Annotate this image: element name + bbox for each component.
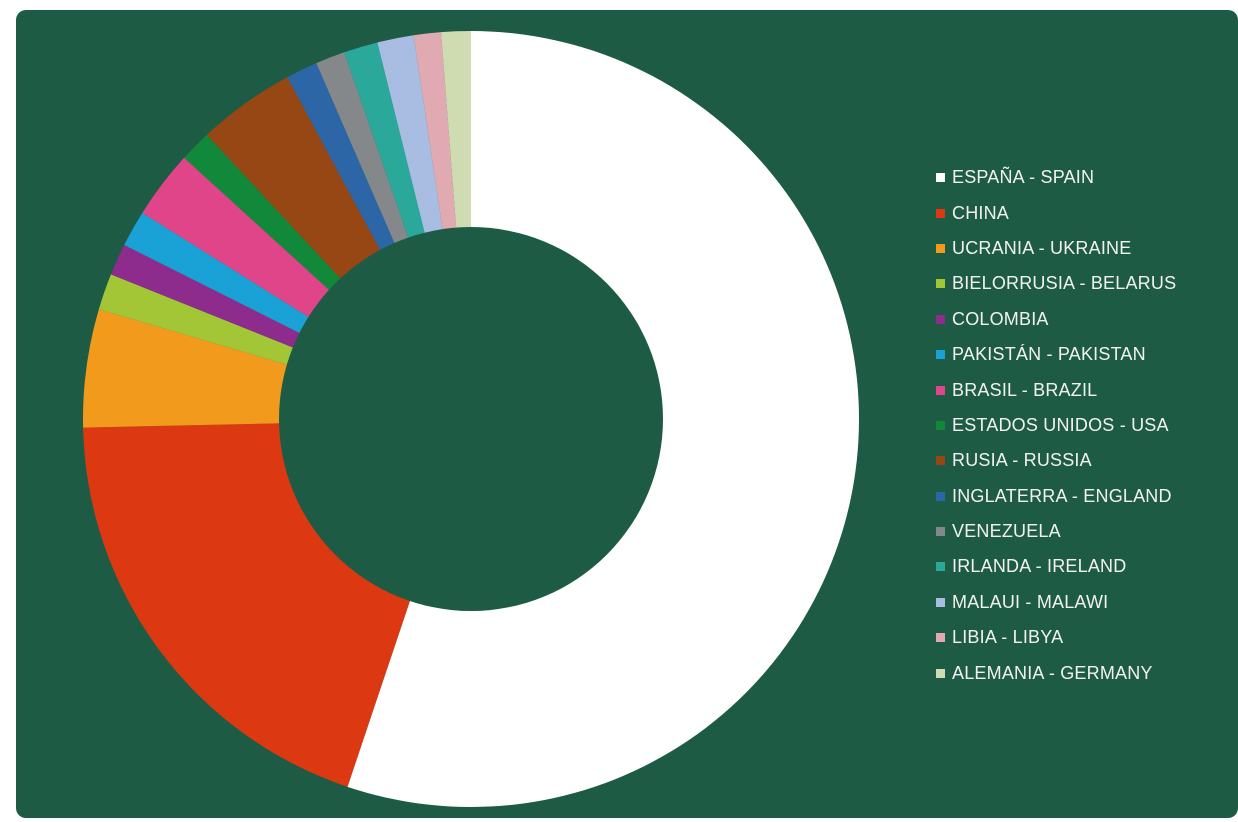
legend-item: CHINA xyxy=(936,195,1176,230)
donut-hole xyxy=(279,227,663,611)
legend: ESPAÑA - SPAIN CHINA UCRANIA - UKRAINE BIEL… xyxy=(936,160,1176,691)
legend-label: ESPAÑA - SPAIN xyxy=(952,167,1095,188)
legend-item: INGLATERRA - ENGLAND xyxy=(936,479,1176,514)
chart-panel: ESPAÑA - SPAIN CHINA UCRANIA - UKRAINE BIEL… xyxy=(16,10,1238,818)
legend-label: RUSIA - RUSSIA xyxy=(952,450,1092,471)
legend-item: MALAUI - MALAWI xyxy=(936,585,1176,620)
legend-label: PAKISTÁN - PAKISTAN xyxy=(952,344,1146,365)
legend-swatch xyxy=(936,668,945,678)
legend-label: IRLANDA - IRELAND xyxy=(952,556,1127,577)
legend-item: COLOMBIA xyxy=(936,302,1176,337)
legend-item: ALEMANIA - GERMANY xyxy=(936,655,1176,690)
legend-label: CHINA xyxy=(952,202,1010,223)
legend-swatch xyxy=(936,279,945,289)
legend-label: COLOMBIA xyxy=(952,308,1049,329)
legend-swatch xyxy=(936,420,945,430)
legend-item: IRLANDA - IRELAND xyxy=(936,549,1176,584)
legend-swatch xyxy=(936,562,945,572)
legend-item: UCRANIA - UKRAINE xyxy=(936,231,1176,266)
legend-swatch xyxy=(936,491,945,501)
legend-label: INGLATERRA - ENGLAND xyxy=(952,485,1172,506)
legend-label: LIBIA - LIBYA xyxy=(952,627,1064,648)
legend-item: ESTADOS UNIDOS - USA xyxy=(936,408,1176,443)
legend-swatch xyxy=(936,633,945,643)
legend-swatch xyxy=(936,350,945,360)
legend-item: BRASIL - BRAZIL xyxy=(936,372,1176,407)
legend-item: RUSIA - RUSSIA xyxy=(936,443,1176,478)
legend-swatch xyxy=(936,527,945,537)
legend-label: ESTADOS UNIDOS - USA xyxy=(952,414,1169,435)
legend-item: ESPAÑA - SPAIN xyxy=(936,160,1176,195)
legend-swatch xyxy=(936,385,945,395)
legend-swatch xyxy=(936,243,945,253)
legend-item: VENEZUELA xyxy=(936,514,1176,549)
legend-swatch xyxy=(936,456,945,466)
legend-item: PAKISTÁN - PAKISTAN xyxy=(936,337,1176,372)
legend-label: BRASIL - BRAZIL xyxy=(952,379,1098,400)
legend-item: BIELORRUSIA - BELARUS xyxy=(936,266,1176,301)
legend-label: MALAUI - MALAWI xyxy=(952,591,1109,612)
donut-chart xyxy=(83,31,860,808)
legend-swatch xyxy=(936,597,945,607)
legend-label: BIELORRUSIA - BELARUS xyxy=(952,273,1177,294)
legend-swatch xyxy=(936,173,945,183)
legend-label: VENEZUELA xyxy=(952,521,1061,542)
legend-item: LIBIA - LIBYA xyxy=(936,620,1176,655)
legend-label: ALEMANIA - GERMANY xyxy=(952,662,1153,683)
legend-swatch xyxy=(936,314,945,324)
legend-swatch xyxy=(936,208,945,218)
legend-label: UCRANIA - UKRAINE xyxy=(952,237,1132,258)
